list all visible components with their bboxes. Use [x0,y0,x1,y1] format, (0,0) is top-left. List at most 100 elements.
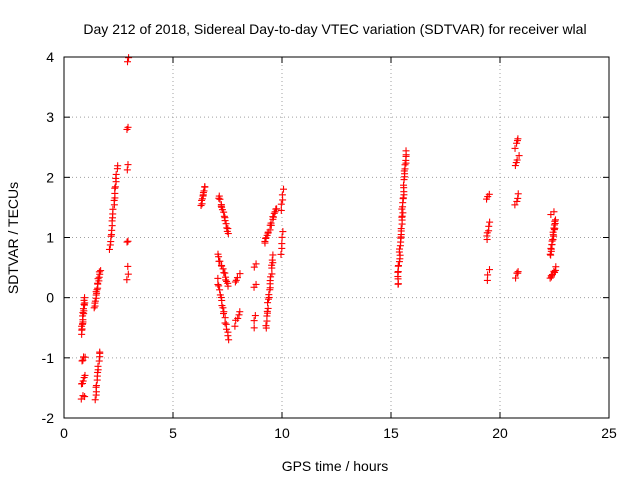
data-point [199,189,207,197]
data-point [279,228,287,236]
data-point [401,161,409,169]
data-point [201,183,209,191]
data-point [548,237,556,245]
data-point [250,324,258,332]
data-point [546,250,554,258]
data-point [396,251,404,259]
data-point [216,257,224,265]
data-point [216,286,224,294]
data-point [267,273,275,281]
data-point [221,319,229,327]
data-point [514,268,522,276]
data-point [514,135,522,143]
data-point [268,270,276,278]
data-point [124,123,132,131]
data-point [231,322,239,330]
data-point [264,304,272,312]
data-point [215,194,223,202]
data-point [124,270,132,278]
data-point [484,271,492,279]
data-point [263,307,271,315]
data-point [233,274,241,282]
y-tick-label: -2 [42,410,55,426]
data-point [79,377,87,385]
data-point [221,217,229,225]
data-point [224,282,232,290]
data-point [91,396,99,404]
data-point [109,205,117,213]
data-point [550,208,558,216]
data-point [397,225,405,233]
y-tick-label: 3 [46,109,54,125]
data-point [91,297,99,305]
data-point [112,170,120,178]
data-point [224,332,232,340]
data-point [97,267,105,275]
data-point [278,233,286,241]
data-point [267,219,275,227]
data-point [81,353,89,361]
chart-title: Day 212 of 2018, Sidereal Day-to-day VTE… [83,21,586,37]
data-point [269,251,277,259]
axis-ticks: 0 5 10 15 20 25 -2 -1 0 1 2 3 4 [42,49,617,441]
data-point [396,245,404,253]
data-point [124,262,132,270]
x-tick-label: 20 [492,425,508,441]
data-point [280,185,288,193]
data-point [551,217,559,225]
data-point [402,147,410,155]
data-point [220,208,228,216]
data-point [225,336,233,344]
y-tick-label: 4 [46,49,54,65]
data-point [485,266,493,274]
data-point [223,277,231,285]
data-point [486,218,494,226]
data-point [81,371,89,379]
data-point [278,191,286,199]
x-axis-label: GPS time / hours [282,458,389,474]
data-point [234,314,242,322]
data-point [219,304,227,312]
data-point [268,256,276,264]
data-point [198,196,206,204]
x-tick-label: 15 [383,425,399,441]
x-tick-label: 5 [169,425,177,441]
data-point [96,348,104,356]
data-point [250,263,258,271]
data-point [219,265,227,273]
data-point [252,280,260,288]
data-point [92,382,100,390]
x-tick-label: 10 [274,425,290,441]
data-point [552,263,560,271]
data-point [220,310,228,318]
data-point [223,224,231,232]
data-point [270,209,278,217]
data-point [231,278,239,286]
data-point [511,162,519,170]
data-point [485,190,493,198]
data-point [264,299,272,307]
data-point [550,267,558,275]
data-point [511,144,519,152]
data-points [77,54,560,404]
data-point [78,357,86,365]
y-axis-label: SDTVAR / TECUs [5,182,21,294]
data-point [273,205,281,213]
data-point [123,238,131,246]
data-point [261,237,269,245]
data-point [251,312,259,320]
data-point [485,222,493,230]
x-tick-label: 0 [60,425,68,441]
data-point [269,213,277,221]
data-point [216,195,224,203]
data-point [235,311,243,319]
data-point [262,322,270,330]
data-point [394,262,402,270]
data-point [79,309,87,317]
data-point [105,245,113,253]
data-point [277,206,285,214]
data-point [223,325,231,333]
y-tick-label: 1 [46,230,54,246]
